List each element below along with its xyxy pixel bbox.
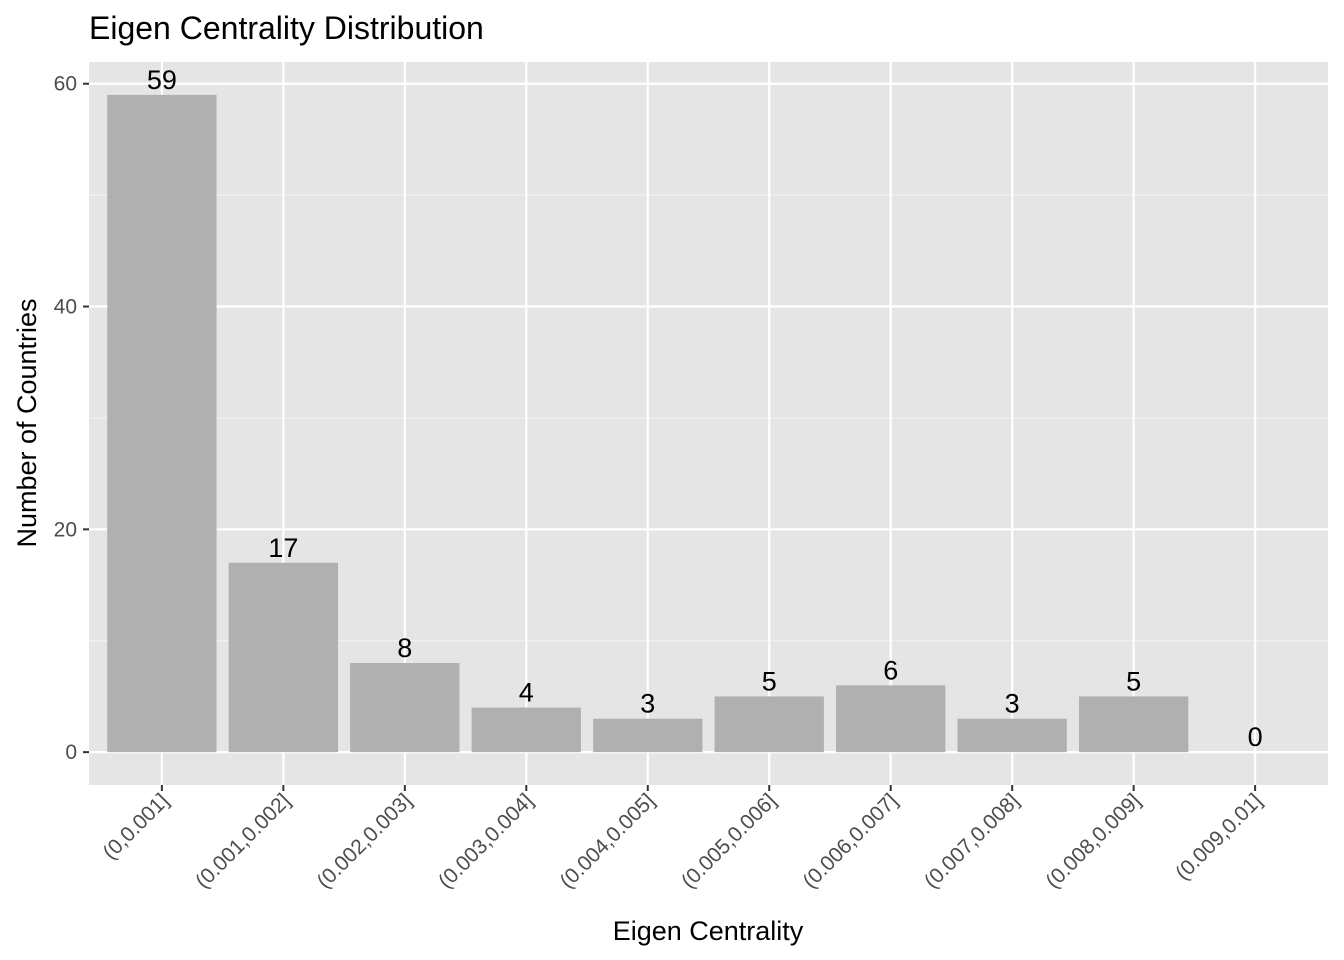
data-label: 8 — [397, 633, 412, 663]
bar — [593, 718, 703, 753]
data-label: 4 — [519, 678, 534, 708]
y-axis-title: Number of Countries — [12, 298, 42, 547]
bar — [836, 685, 946, 753]
x-tick-label: (0.001,0.002] — [191, 789, 295, 893]
y-tick-label: 60 — [54, 73, 77, 96]
bar — [714, 696, 824, 753]
chart-title: Eigen Centrality Distribution — [89, 10, 484, 46]
data-label: 17 — [268, 533, 298, 563]
data-label-layer: 59 17 8 4 3 5 6 3 5 0 — [147, 65, 1263, 752]
bar — [1078, 696, 1189, 753]
bar — [471, 707, 581, 753]
y-tick-label: 0 — [65, 741, 77, 764]
bar — [107, 94, 217, 753]
data-label: 5 — [1126, 666, 1141, 696]
bar — [957, 718, 1067, 753]
bar — [228, 562, 339, 753]
x-tick-label: (0.008,0.009] — [1041, 789, 1145, 893]
x-tick-label: (0.006,0.007] — [798, 789, 902, 893]
x-tick-label: (0.009,0.01] — [1171, 789, 1267, 885]
data-label: 3 — [640, 689, 655, 719]
x-tick-label: (0.007,0.008] — [920, 789, 1024, 893]
x-tick-label: (0,0.001] — [99, 789, 174, 864]
x-tick-label: (0.002,0.003] — [313, 789, 417, 893]
data-label: 6 — [883, 655, 898, 685]
y-tick-label: 40 — [54, 296, 77, 319]
x-tick-label: (0.005,0.006] — [677, 789, 781, 893]
data-label: 59 — [147, 65, 177, 95]
x-tick-label: (0.004,0.005] — [556, 789, 660, 893]
data-label: 3 — [1005, 689, 1020, 719]
bar-layer — [107, 94, 1189, 753]
data-label: 0 — [1248, 722, 1263, 752]
y-tick-label: 20 — [54, 518, 77, 541]
bar — [350, 663, 460, 753]
x-axis-title: Eigen Centrality — [613, 916, 804, 946]
data-label: 5 — [762, 666, 777, 696]
x-tick-label: (0.003,0.004] — [434, 789, 538, 893]
